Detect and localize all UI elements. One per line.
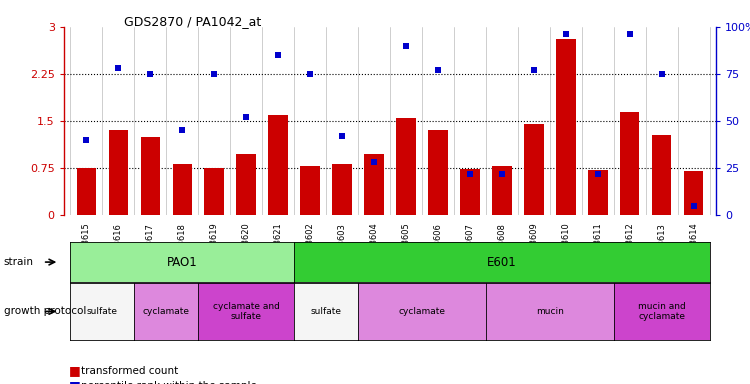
Bar xyxy=(236,154,256,215)
Point xyxy=(624,31,636,38)
Point xyxy=(112,65,125,71)
Text: mucin: mucin xyxy=(536,307,564,316)
Point xyxy=(272,52,284,58)
Bar xyxy=(172,164,192,215)
Point xyxy=(176,127,188,134)
Bar xyxy=(364,154,383,215)
Text: PAO1: PAO1 xyxy=(166,256,197,268)
Text: transformed count: transformed count xyxy=(81,366,178,376)
Point xyxy=(464,170,476,177)
Point xyxy=(144,71,156,77)
Point xyxy=(496,170,508,177)
Bar xyxy=(620,112,640,215)
Bar xyxy=(428,131,448,215)
Bar xyxy=(268,115,288,215)
Text: cyclamate: cyclamate xyxy=(142,307,190,316)
Text: sulfate: sulfate xyxy=(87,307,118,316)
Text: sulfate: sulfate xyxy=(310,307,341,316)
Point xyxy=(432,67,444,73)
Text: cyclamate and
sulfate: cyclamate and sulfate xyxy=(213,302,280,321)
Bar xyxy=(492,166,512,215)
Point xyxy=(400,43,412,49)
Point xyxy=(560,31,572,38)
Text: GDS2870 / PA1042_at: GDS2870 / PA1042_at xyxy=(124,15,261,28)
Point xyxy=(208,71,220,77)
Text: cyclamate: cyclamate xyxy=(398,307,445,316)
Text: mucin and
cyclamate: mucin and cyclamate xyxy=(638,302,686,321)
Bar xyxy=(556,40,575,215)
Bar xyxy=(524,124,544,215)
Point xyxy=(368,159,380,166)
Bar xyxy=(140,137,160,215)
Bar xyxy=(684,170,703,215)
Point xyxy=(80,137,92,143)
Text: ■: ■ xyxy=(69,379,81,384)
Bar xyxy=(109,131,128,215)
Bar xyxy=(332,164,352,215)
Text: E601: E601 xyxy=(487,256,517,268)
Text: strain: strain xyxy=(4,257,34,267)
Point xyxy=(656,71,668,77)
Text: growth protocol: growth protocol xyxy=(4,306,86,316)
Point xyxy=(528,67,540,73)
Text: ■: ■ xyxy=(69,364,81,377)
Bar xyxy=(652,135,671,215)
Point xyxy=(336,133,348,139)
Bar xyxy=(76,168,96,215)
Point xyxy=(304,71,316,77)
Bar xyxy=(205,168,224,215)
Text: percentile rank within the sample: percentile rank within the sample xyxy=(81,381,256,384)
Bar xyxy=(397,118,416,215)
Point xyxy=(240,114,252,120)
Bar xyxy=(460,169,479,215)
Bar xyxy=(301,166,320,215)
Point xyxy=(592,170,604,177)
Point xyxy=(688,203,700,209)
Bar xyxy=(588,170,608,215)
